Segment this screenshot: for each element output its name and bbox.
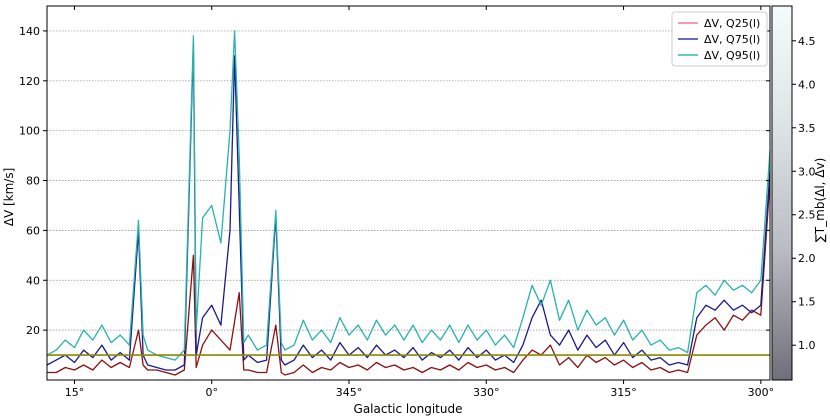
axes-layer: 15° 0° 345° 330° 315° 300° 20 40 60 80 100 120 140 [19, 5, 775, 399]
colorbar-tick-label: 2.0 [798, 252, 816, 265]
series-line-1 [47, 180, 771, 376]
y-tick-label: 80 [26, 175, 40, 188]
series-line-3 [46, 30, 771, 361]
x-tick-label: 345° [336, 386, 363, 399]
y-tick-label: 20 [26, 324, 40, 337]
colorbar-tick-label: 1.0 [798, 339, 816, 352]
x-tick-label: 0° [205, 386, 218, 399]
legend-label-2: ΔV, Q75(l) [704, 33, 760, 46]
colorbar-tick-label: 3.5 [798, 122, 816, 135]
legend: ΔV, Q25(l) ΔV, Q75(l) ΔV, Q95(l) [671, 11, 768, 67]
colorbar-title: ∑T_mb(Δl, Δv) [813, 158, 827, 243]
colorbar-tick-label: 1.5 [798, 296, 816, 309]
y-tick-label: 60 [26, 224, 40, 237]
plot-background [47, 6, 770, 380]
plot-area [46, 6, 771, 380]
legend-label-1: ΔV, Q25(l) [704, 17, 760, 30]
colorbar: 1.0 1.5 2.0 2.5 3.0 3.5 4.0 4.5 ∑T_mb(Δl, Δv) [771, 5, 827, 381]
colorbar-tick-label: 4.0 [798, 78, 816, 91]
colorbar-tick-label: 3.0 [798, 165, 816, 178]
x-axis-title: Galactic longitude [354, 402, 463, 416]
colorbar-tick-label: 4.5 [798, 35, 816, 48]
y-tick-label: 40 [26, 274, 40, 287]
y-tick-label: 140 [19, 25, 40, 38]
y-tick-label: 100 [19, 125, 40, 138]
legend-box [671, 11, 768, 67]
x-tick-label: 330° [473, 386, 500, 399]
x-tick-label: 300° [748, 386, 775, 399]
y-tick-label: 120 [19, 75, 40, 88]
legend-label-3: ΔV, Q95(l) [704, 49, 760, 62]
colorbar-tick-label: 2.5 [798, 209, 816, 222]
x-tick-label: 315° [610, 386, 637, 399]
y-axis-title: ΔV [km/s] [2, 168, 16, 227]
plot-frame [46, 5, 771, 381]
x-tick-label: 15° [65, 386, 85, 399]
colorbar-bar [771, 5, 793, 381]
